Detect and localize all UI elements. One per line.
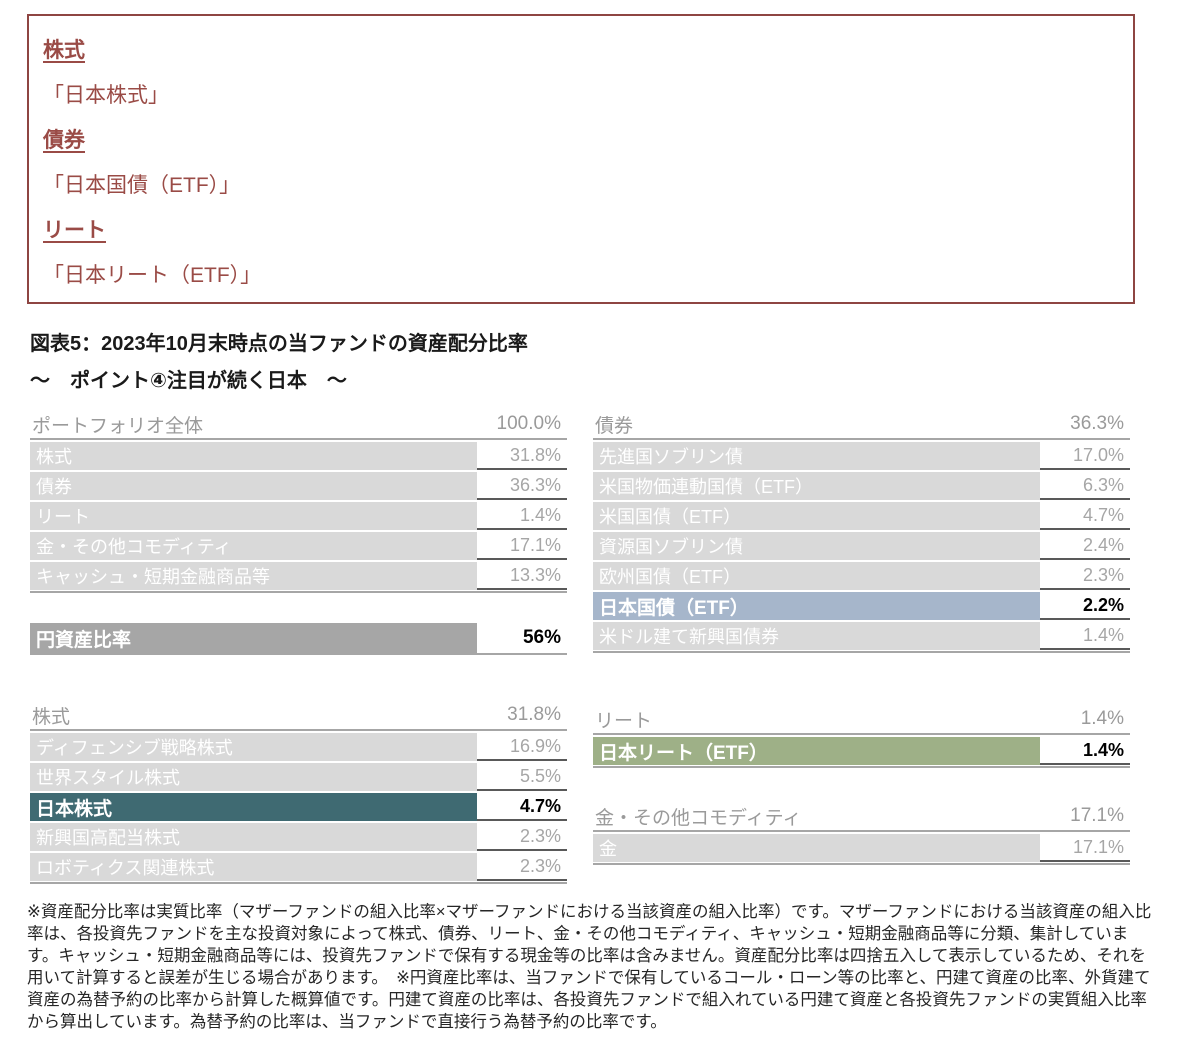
asset-highlight-box: 株式 「日本株式」 債券 「日本国債（ETF）」 リート 「日本リート（ETF）… [27, 14, 1135, 304]
row-value: 1.4% [1040, 737, 1130, 765]
row-value: 6.3% [1040, 472, 1130, 500]
table-header: ポートフォリオ全体 100.0% [30, 410, 567, 440]
table-header-label: 金・その他コモディティ [595, 807, 802, 829]
table-header: リート 1.4% [593, 705, 1130, 735]
table-header-label: 債券 [595, 415, 634, 437]
highlight-item-japan-govt-bond: 「日本国債（ETF）」 [43, 173, 241, 197]
row-value: 5.5% [477, 763, 567, 791]
footnote-text: ※資産配分比率は実質比率（マザーファンドの組入比率×マザーファンドにおける当該資… [27, 903, 1152, 1031]
row-label: 世界スタイル株式 [30, 763, 477, 791]
row-label: 株式 [30, 442, 477, 470]
highlight-item-japan-equity: 「日本株式」 [43, 83, 169, 107]
right-column: 債券 36.3% 先進国ソブリン債 17.0% 米国物価連動国債（ETF） 6.… [593, 410, 1130, 884]
row-value: 2.2% [1040, 592, 1130, 620]
row-label: 欧州国債（ETF） [593, 562, 1040, 590]
table-header-value: 36.3% [1070, 413, 1124, 434]
row-label: 金・その他コモディティ [30, 532, 477, 560]
row-value: 1.4% [477, 502, 567, 530]
figure-title: 図表5：2023年10月末時点の当ファンドの資産配分比率 [30, 333, 528, 355]
table-header-value: 31.8% [507, 704, 561, 725]
row-value: 13.3% [477, 562, 567, 590]
highlight-item-japan-reit: 「日本リート（ETF）」 [43, 263, 262, 287]
table-row: ロボティクス関連株式 2.3% [30, 853, 567, 881]
row-label: 先進国ソブリン債 [593, 442, 1040, 470]
table-header-label: リート [595, 710, 653, 732]
heading-text: 株式 [43, 38, 85, 62]
row-value: 17.1% [1040, 834, 1130, 862]
left-column: ポートフォリオ全体 100.0% 株式 31.8% 債券 36.3% リート 1… [30, 410, 567, 884]
row-value: 17.1% [477, 532, 567, 560]
row-value: 56% [477, 623, 567, 653]
gold-commodity-table: 金・その他コモディティ 17.1% 金 17.1% [593, 802, 1130, 865]
allocation-tables: ポートフォリオ全体 100.0% 株式 31.8% 債券 36.3% リート 1… [30, 410, 1130, 884]
row-value: 4.7% [1040, 502, 1130, 530]
row-label: 金 [593, 834, 1040, 862]
row-label: 米ドル建て新興国債券 [593, 622, 1040, 650]
row-value: 16.9% [477, 733, 567, 761]
row-value: 2.3% [477, 853, 567, 881]
row-label: 新興国高配当株式 [30, 823, 477, 851]
table-header-label: 株式 [32, 706, 71, 728]
table-header-value: 1.4% [1080, 708, 1124, 729]
figure-subtitle: ～ ポイント④注目が続く日本 ～ [30, 370, 347, 392]
table-row: ディフェンシブ戦略株式 16.9% [30, 733, 567, 761]
table-header: 株式 31.8% [30, 701, 567, 731]
table-header-value: 100.0% [496, 413, 561, 434]
row-label: 日本株式 [30, 793, 477, 821]
table-row: 米国国債（ETF） 4.7% [593, 502, 1130, 530]
row-label: リート [30, 502, 477, 530]
row-label: 日本国債（ETF） [593, 592, 1040, 620]
portfolio-total-table: ポートフォリオ全体 100.0% 株式 31.8% 債券 36.3% リート 1… [30, 410, 567, 593]
equity-table: 株式 31.8% ディフェンシブ戦略株式 16.9% 世界スタイル株式 5.5%… [30, 701, 567, 884]
table-row: 欧州国債（ETF） 2.3% [593, 562, 1130, 590]
table-row: リート 1.4% [30, 502, 567, 530]
row-value: 2.3% [477, 823, 567, 851]
row-label: 債券 [30, 472, 477, 500]
row-label: ロボティクス関連株式 [30, 853, 477, 881]
table-header-value: 17.1% [1070, 805, 1124, 826]
row-value: 17.0% [1040, 442, 1130, 470]
row-label: 日本リート（ETF） [593, 737, 1040, 765]
table-row: 金 17.1% [593, 834, 1130, 862]
table-header-label: ポートフォリオ全体 [32, 415, 204, 437]
reit-table: リート 1.4% 日本リート（ETF） 1.4% [593, 705, 1130, 768]
bonds-table: 債券 36.3% 先進国ソブリン債 17.0% 米国物価連動国債（ETF） 6.… [593, 410, 1130, 653]
table-header: 金・その他コモディティ 17.1% [593, 802, 1130, 832]
table-row: キャッシュ・短期金融商品等 13.3% [30, 562, 567, 590]
row-value: 2.3% [1040, 562, 1130, 590]
row-value: 1.4% [1040, 622, 1130, 650]
row-label: 米国国債（ETF） [593, 502, 1040, 530]
heading-text: リート [43, 218, 106, 242]
row-label: キャッシュ・短期金融商品等 [30, 562, 477, 590]
yen-asset-ratio-row: 円資産比率 56% [30, 623, 567, 655]
table-row: 資源国ソブリン債 2.4% [593, 532, 1130, 560]
highlight-heading-reit: リート [43, 206, 1133, 251]
row-label: 円資産比率 [30, 623, 477, 653]
row-label: 米国物価連動国債（ETF） [593, 472, 1040, 500]
row-japan-equity-highlight: 日本株式 4.7% [30, 793, 567, 821]
table-row: 金・その他コモディティ 17.1% [30, 532, 567, 560]
table-row: 米国物価連動国債（ETF） 6.3% [593, 472, 1130, 500]
row-label: 資源国ソブリン債 [593, 532, 1040, 560]
row-label: ディフェンシブ戦略株式 [30, 733, 477, 761]
table-row: 米ドル建て新興国債券 1.4% [593, 622, 1130, 650]
table-row: 世界スタイル株式 5.5% [30, 763, 567, 791]
highlight-heading-equity: 株式 [43, 26, 1133, 71]
heading-text: 債券 [43, 128, 85, 152]
table-row: 新興国高配当株式 2.3% [30, 823, 567, 851]
row-value: 36.3% [477, 472, 567, 500]
row-value: 4.7% [477, 793, 567, 821]
highlight-heading-bonds: 債券 [43, 116, 1133, 161]
table-row: 先進国ソブリン債 17.0% [593, 442, 1130, 470]
row-japan-govt-bond-highlight: 日本国債（ETF） 2.2% [593, 592, 1130, 620]
table-row: 株式 31.8% [30, 442, 567, 470]
table-row: 債券 36.3% [30, 472, 567, 500]
row-japan-reit-highlight: 日本リート（ETF） 1.4% [593, 737, 1130, 765]
row-value: 2.4% [1040, 532, 1130, 560]
row-value: 31.8% [477, 442, 567, 470]
table-header: 債券 36.3% [593, 410, 1130, 440]
